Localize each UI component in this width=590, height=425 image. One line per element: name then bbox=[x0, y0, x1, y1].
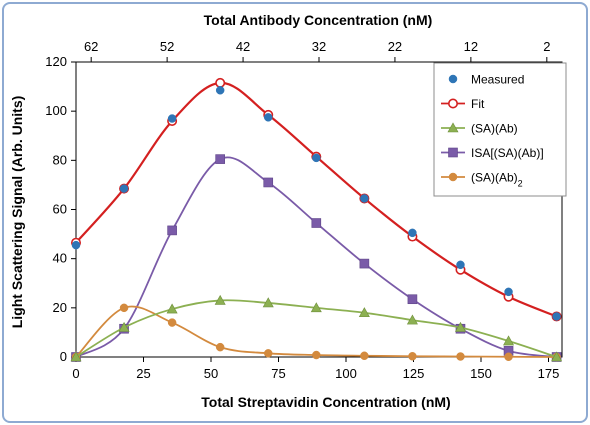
x-tick-label: 0 bbox=[72, 366, 79, 381]
y-tick-label: 60 bbox=[53, 202, 67, 217]
legend-entry-1: Fit bbox=[441, 97, 485, 111]
y-tick-label: 20 bbox=[53, 300, 67, 315]
data-point bbox=[504, 352, 513, 362]
data-point bbox=[360, 351, 369, 361]
x-axis-title: Total Streptavidin Concentration (nM) bbox=[201, 394, 450, 410]
legend-label: ISA[(SA)(Ab)] bbox=[471, 146, 544, 160]
y-tick-label: 100 bbox=[45, 103, 67, 118]
data-point bbox=[358, 307, 370, 318]
data-point bbox=[167, 318, 177, 327]
data-point bbox=[215, 77, 226, 88]
data-point bbox=[70, 351, 82, 362]
series-line bbox=[75, 305, 557, 358]
data-point bbox=[552, 312, 561, 321]
data-point bbox=[166, 303, 178, 314]
y-tick-label: 120 bbox=[45, 54, 67, 69]
legend-label: (SA)(Ab)2 bbox=[471, 171, 523, 189]
data-point bbox=[263, 177, 274, 188]
legend-entry-3: ISA[(SA)(Ab)] bbox=[441, 146, 544, 160]
data-point bbox=[312, 153, 321, 163]
x-tick-label: 75 bbox=[271, 366, 285, 381]
x-tick-label: 175 bbox=[538, 366, 560, 381]
x-tick-label: 150 bbox=[470, 366, 492, 381]
x2-tick-label: 52 bbox=[160, 39, 174, 54]
data-point bbox=[214, 294, 226, 305]
data-point bbox=[263, 349, 273, 358]
data-point bbox=[503, 335, 515, 346]
y-tick-label: 80 bbox=[53, 152, 67, 167]
data-point bbox=[456, 260, 465, 270]
data-point bbox=[504, 287, 513, 297]
data-point bbox=[262, 297, 274, 308]
legend: Measured Fit (SA)(Ab) ISA[(SA)(Ab)] (SA)(Ab)… bbox=[433, 62, 567, 197]
legend-marker bbox=[448, 172, 458, 182]
legend-entry-4: (SA)(Ab)2 bbox=[441, 171, 523, 189]
legend-marker bbox=[448, 74, 458, 84]
series-2 bbox=[70, 294, 563, 362]
x-tick-label: 100 bbox=[335, 366, 357, 381]
legend-marker bbox=[447, 122, 459, 133]
data-point bbox=[215, 154, 225, 164]
x2-tick-label: 42 bbox=[236, 39, 250, 54]
data-point bbox=[359, 258, 370, 269]
x2-tick-label: 32 bbox=[312, 39, 326, 54]
data-point bbox=[310, 302, 322, 313]
legend-entry-2: (SA)(Ab) bbox=[441, 122, 518, 136]
data-point bbox=[408, 352, 417, 361]
legend-entry-0: Measured bbox=[448, 73, 524, 87]
legend-label: Measured bbox=[471, 73, 524, 87]
data-point bbox=[215, 342, 225, 352]
y-tick-label: 0 bbox=[60, 349, 67, 364]
legend-label: (SA)(Ab) bbox=[471, 122, 518, 136]
data-point bbox=[263, 113, 273, 122]
data-point bbox=[71, 240, 81, 250]
data-point bbox=[551, 351, 563, 362]
x2-tick-label: 12 bbox=[464, 39, 478, 54]
x2-tick-label: 62 bbox=[84, 39, 98, 54]
data-point bbox=[215, 86, 225, 95]
data-point bbox=[360, 194, 369, 203]
data-point bbox=[167, 114, 177, 123]
x-tick-label: 125 bbox=[403, 366, 425, 381]
legend-marker bbox=[448, 147, 458, 158]
x2-tick-label: 22 bbox=[388, 39, 402, 54]
y-tick-label: 40 bbox=[53, 251, 67, 266]
x-tick-label: 25 bbox=[136, 366, 150, 381]
data-point bbox=[406, 314, 418, 325]
y-axis-title: Light Scattering Signal (Arb. Units) bbox=[9, 96, 25, 329]
data-point bbox=[456, 352, 465, 361]
series-4 bbox=[71, 303, 561, 362]
data-point bbox=[454, 321, 466, 332]
x2-tick-label: 2 bbox=[543, 39, 550, 54]
x-tick-label: 50 bbox=[204, 366, 218, 381]
data-point bbox=[119, 303, 129, 313]
data-point bbox=[311, 218, 322, 228]
data-point bbox=[408, 228, 417, 238]
series-line bbox=[75, 81, 558, 318]
x2-axis-title: Total Antibody Concentration (nM) bbox=[204, 12, 433, 28]
data-point bbox=[407, 294, 418, 305]
data-point bbox=[118, 321, 130, 332]
data-point bbox=[167, 225, 177, 236]
data-point bbox=[312, 350, 321, 360]
series-line bbox=[75, 156, 557, 358]
legend-marker bbox=[447, 98, 458, 109]
series-layer bbox=[70, 77, 563, 362]
data-point bbox=[119, 184, 129, 193]
legend-label: Fit bbox=[471, 97, 485, 111]
series-0 bbox=[71, 86, 561, 321]
